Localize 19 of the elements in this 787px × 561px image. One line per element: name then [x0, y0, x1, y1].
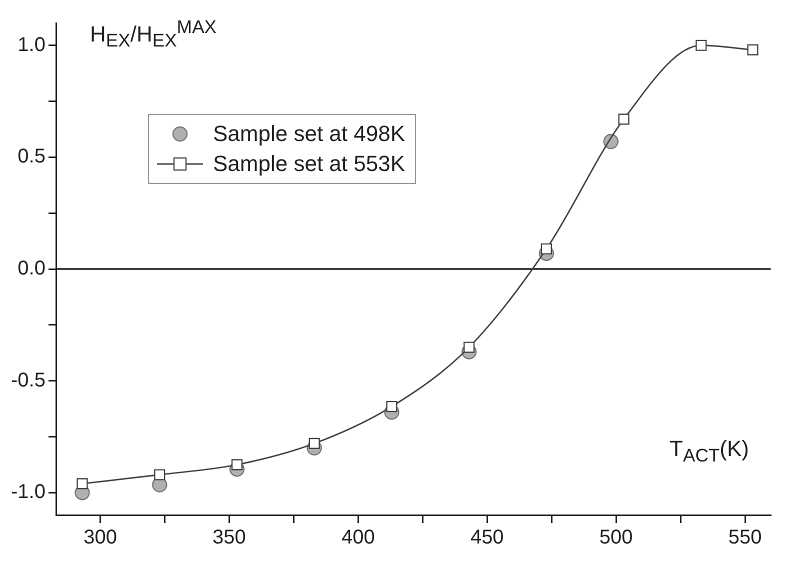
point — [618, 114, 630, 125]
x-tick-label: 500 — [599, 526, 633, 549]
y-tick-label: -0.5 — [10, 369, 46, 392]
x-tick-label: 550 — [728, 526, 762, 549]
y-tick-label: 1.0 — [18, 34, 46, 56]
x-tick-label: 450 — [470, 526, 504, 549]
point — [76, 478, 88, 490]
point — [386, 400, 398, 412]
x-tick-label: 350 — [212, 526, 246, 549]
point — [154, 469, 166, 480]
x-axis-title: T$_{ACT}$(K) — [670, 436, 749, 466]
legend-label: Sample set at 553K — [213, 151, 406, 177]
point — [696, 40, 707, 51]
y-tick-label: -1.0 — [10, 481, 46, 504]
y-tick-label: 0.5 — [18, 146, 46, 168]
x-tick-label: 300 — [84, 526, 117, 549]
y-tick-label: 0.0 — [18, 258, 46, 280]
legend-label: Sample set at 498K — [213, 121, 406, 147]
x-tick-label: 400 — [342, 526, 375, 549]
